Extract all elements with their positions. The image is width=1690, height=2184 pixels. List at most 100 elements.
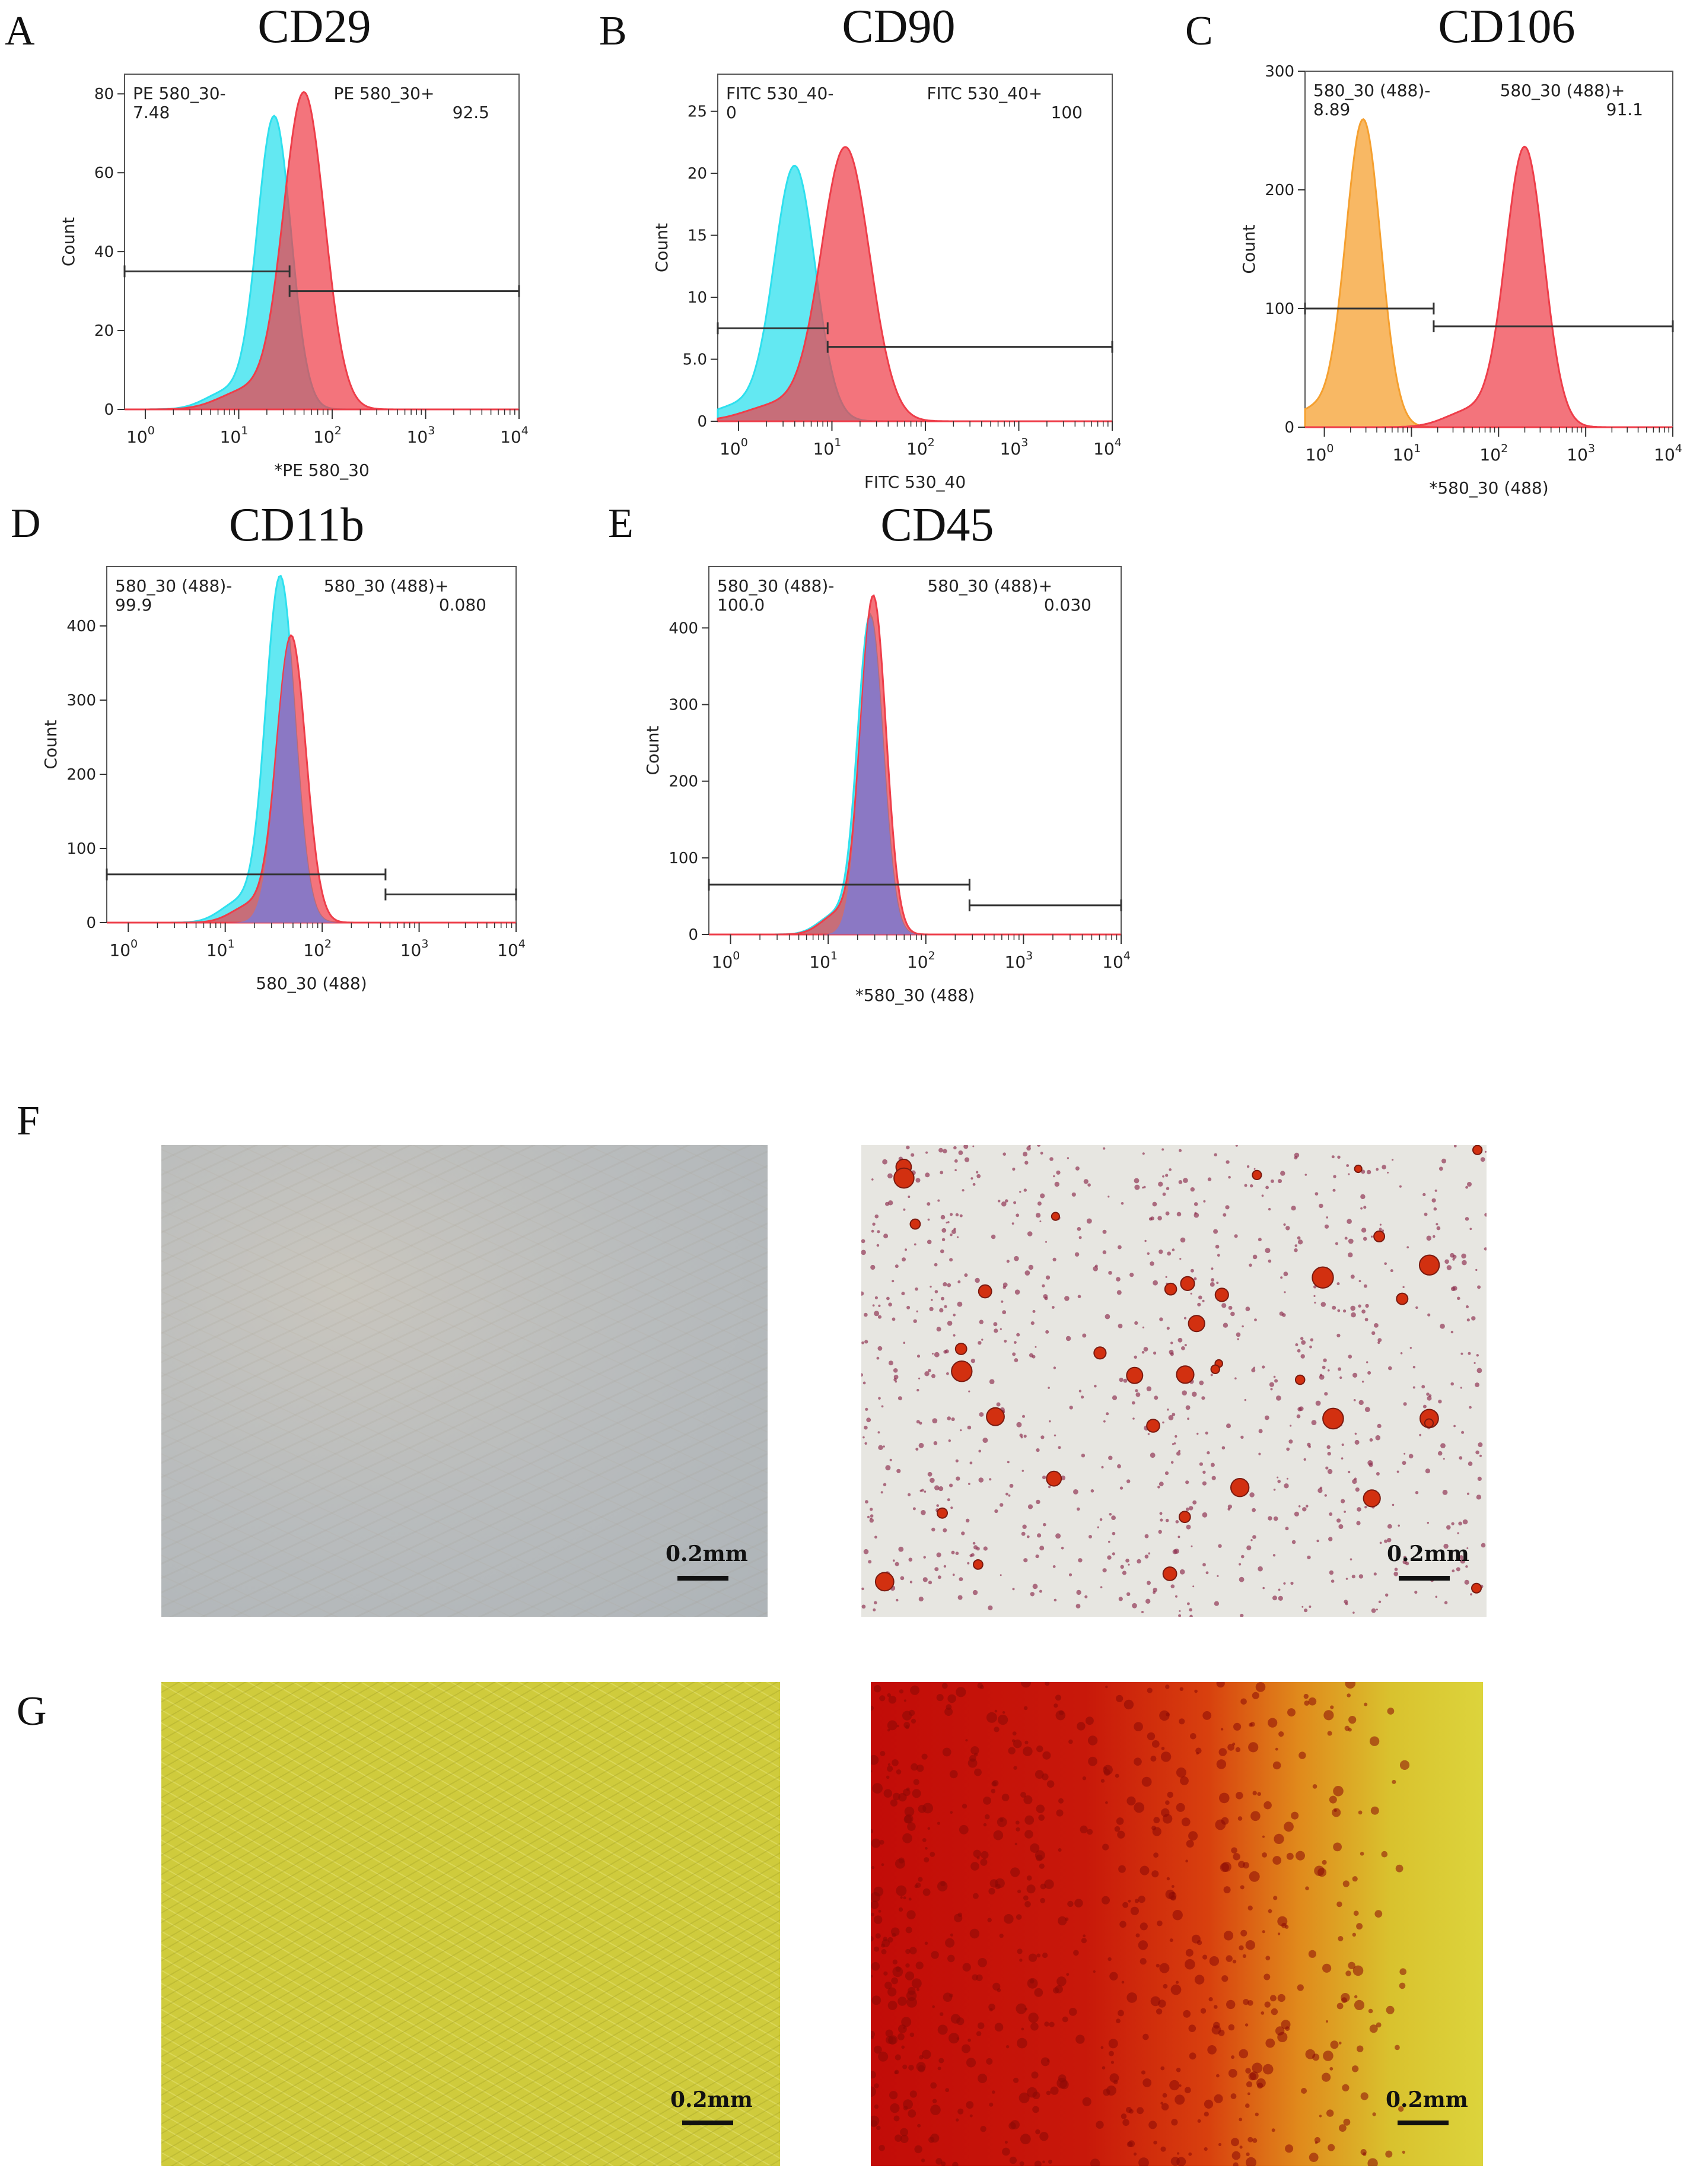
- lipid-dot: [1358, 1304, 1361, 1308]
- mineral-nodule: [1286, 1852, 1294, 1860]
- lipid-dot: [1177, 1337, 1183, 1343]
- mineral-nodule: [942, 1747, 951, 1757]
- lipid-dot: [1427, 1313, 1431, 1317]
- lipid-dot: [1324, 1494, 1327, 1497]
- lipid-dot: [1170, 1461, 1174, 1464]
- lipid-dot: [921, 1510, 926, 1515]
- mineral-nodule: [1027, 1978, 1038, 1989]
- panel-letter-e: E: [608, 501, 634, 546]
- x-axis-label: *580_30 (488): [1429, 478, 1548, 498]
- mineral-nodule: [1032, 2106, 1039, 2113]
- mineral-nodule: [1247, 2137, 1253, 2142]
- mineral-nodule: [1186, 1840, 1194, 1848]
- mineral-nodule: [1017, 1889, 1021, 1893]
- x-tick-label: 104: [497, 937, 526, 960]
- lipid-dot: [928, 1581, 932, 1585]
- lipid-dot: [1442, 1489, 1448, 1495]
- lipid-dot: [1272, 1595, 1277, 1601]
- lipid-dot: [1061, 1546, 1064, 1550]
- lipid-dot: [996, 1402, 1001, 1407]
- lipid-dot: [922, 1577, 928, 1582]
- lipid-dot: [939, 1308, 944, 1312]
- lipid-dot: [1197, 1302, 1201, 1306]
- y-tick-label: 20: [688, 165, 707, 183]
- mineral-nodule: [1216, 2074, 1220, 2078]
- lipid-dot: [1205, 1571, 1209, 1575]
- lipid-dot: [1022, 1414, 1025, 1418]
- lipid-dot: [1165, 1518, 1169, 1522]
- lipid-dot: [1315, 1192, 1319, 1196]
- gate-label-negative: 580_30 (488)-: [1313, 81, 1430, 100]
- lipid-dot: [1153, 1280, 1158, 1286]
- mineral-nodule: [1110, 2061, 1114, 2064]
- lipid-dot: [936, 1504, 939, 1507]
- lipid-dot: [878, 1397, 881, 1400]
- lipid-dot: [1244, 1184, 1247, 1187]
- lipid-dot: [912, 1507, 916, 1511]
- lipid-dot: [1478, 1442, 1483, 1447]
- lipid-dot: [1268, 1259, 1272, 1263]
- lipid-dot: [1384, 1539, 1388, 1543]
- gate-label-negative: 580_30 (488)-: [717, 576, 834, 596]
- lipid-dot: [1023, 1188, 1027, 1192]
- lipid-dot: [1458, 1521, 1462, 1526]
- lipid-dot: [874, 1601, 877, 1605]
- lipid-dot: [1205, 1431, 1208, 1435]
- lipid-dot: [1388, 1366, 1392, 1371]
- lipid-dot: [1405, 1562, 1409, 1566]
- mineral-nodule: [903, 1699, 906, 1702]
- lipid-dot: [887, 1173, 893, 1179]
- lipid-dot: [1001, 1300, 1004, 1303]
- lipid-dot: [955, 1552, 959, 1555]
- lipid-dot: [938, 1147, 943, 1153]
- x-tick-label: 102: [907, 949, 935, 972]
- lipid-dot: [930, 1285, 932, 1288]
- lipid-dot: [1245, 1306, 1250, 1311]
- lipid-dot: [1436, 1223, 1438, 1226]
- lipid-dot: [1464, 1579, 1469, 1585]
- mineral-nodule: [1102, 1843, 1109, 1851]
- x-tick-label: 103: [1567, 442, 1595, 465]
- lipid-dot: [873, 1608, 876, 1611]
- mineral-nodule: [1179, 2084, 1182, 2087]
- lipid-dot: [1141, 1351, 1145, 1354]
- lipid-dot: [1422, 1404, 1427, 1409]
- lipid-dot: [1135, 1389, 1138, 1393]
- mineral-nodule: [904, 1807, 915, 1817]
- mineral-nodule: [1024, 1830, 1033, 1839]
- gate-negative: [708, 879, 970, 891]
- mineral-nodule: [978, 2074, 988, 2083]
- mineral-nodule: [1042, 2160, 1045, 2164]
- mineral-nodule: [1188, 2024, 1196, 2032]
- lipid-dot: [1083, 1179, 1089, 1184]
- lipid-dot: [1166, 1327, 1170, 1330]
- mineral-nodule: [1228, 2024, 1235, 2031]
- mineral-nodule: [937, 2024, 948, 2035]
- mineral-nodule: [1216, 1759, 1227, 1769]
- lipid-dot: [927, 1218, 930, 1221]
- lipid-dot: [1346, 1164, 1350, 1167]
- lipid-dot: [874, 1296, 878, 1299]
- mineral-nodule: [1133, 2152, 1137, 2156]
- mineral-nodule: [1117, 1830, 1125, 1839]
- lipid-dot: [1450, 1286, 1456, 1292]
- lipid-dot: [1167, 1251, 1172, 1256]
- lipid-dot: [1366, 1361, 1368, 1363]
- lipid-dot: [1116, 1290, 1122, 1295]
- mineral-nodule: [998, 1715, 1008, 1725]
- lipid-dot: [964, 1273, 968, 1277]
- lipid-dot: [1108, 1455, 1113, 1460]
- mineral-nodule: [1151, 1740, 1160, 1748]
- lipid-droplet: [978, 1284, 992, 1299]
- lipid-dot: [1108, 1271, 1112, 1275]
- lipid-dot: [1450, 1330, 1454, 1334]
- lipid-dot: [1152, 1201, 1157, 1207]
- lipid-dot: [1273, 1516, 1278, 1521]
- lipid-dot: [1319, 1374, 1323, 1376]
- lipid-dot: [1157, 1216, 1162, 1220]
- mineral-nodule: [1386, 2005, 1395, 2014]
- lipid-dot: [957, 1280, 961, 1283]
- lipid-dot: [1252, 1508, 1256, 1512]
- lipid-dot: [861, 1373, 863, 1377]
- mineral-nodule: [1046, 2090, 1051, 2096]
